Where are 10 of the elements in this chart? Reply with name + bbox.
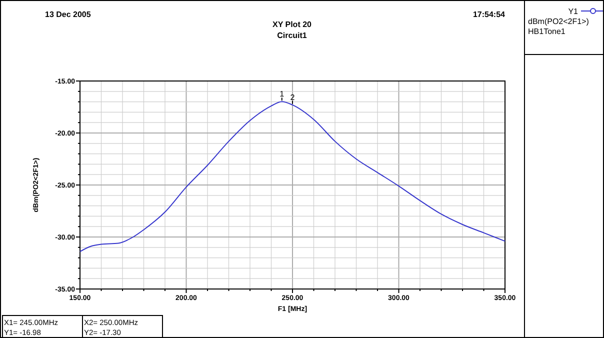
line-series	[80, 101, 506, 252]
text: HB1Tone1	[528, 27, 566, 36]
annotation: 1	[280, 90, 285, 99]
text: 13 Dec 2005	[45, 10, 92, 19]
text: 17:54:54	[472, 10, 506, 19]
legend-label: Y1	[568, 7, 579, 16]
chart-title: XY Plot 20	[272, 20, 312, 29]
annotation: 2	[290, 92, 296, 102]
text: dBm(PO2<2F1>)	[528, 17, 590, 26]
chart-subtitle: Circuit1	[277, 31, 308, 40]
